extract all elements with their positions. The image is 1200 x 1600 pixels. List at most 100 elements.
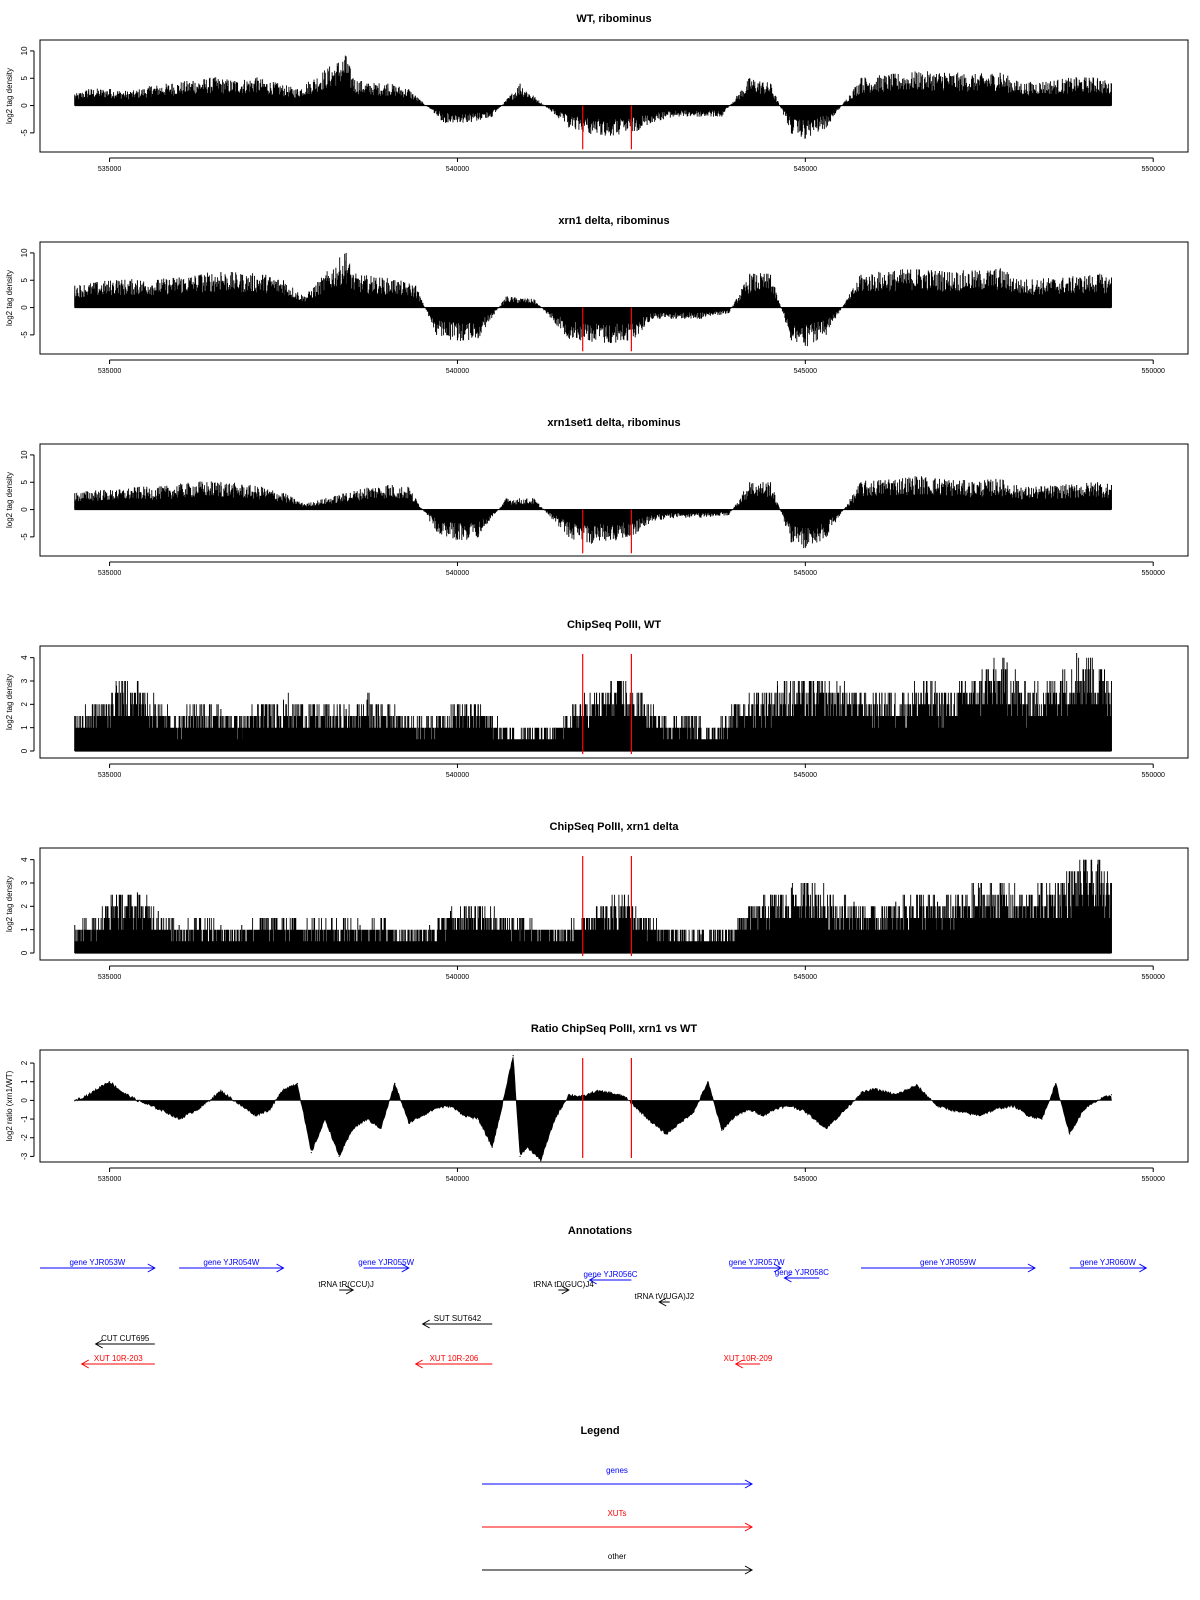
xut-annotation: XUT 10R-209 [724, 1354, 773, 1369]
other-annotation: CUT CUT695 [94, 1334, 155, 1349]
gene-annotation: gene YJR055W [358, 1258, 415, 1273]
y-tick-label: 10 [20, 248, 29, 257]
data-point [512, 1055, 514, 1057]
arrow-head [276, 1263, 285, 1273]
plot-frame [39, 39, 1189, 153]
arrow-head [94, 1339, 103, 1349]
arrow-head [734, 1359, 744, 1369]
x-tick-label: 545000 [794, 570, 817, 577]
data-point [422, 1114, 424, 1116]
y-tick-label: 5 [20, 75, 29, 80]
gene-annotation: gene YJR060W [1069, 1258, 1148, 1273]
y-tick-label: 0 [20, 748, 29, 753]
data-point [790, 1105, 793, 1107]
y-tick-label: 0 [20, 507, 29, 512]
data-point [519, 1155, 521, 1157]
x-tick-label: 545000 [794, 1176, 817, 1183]
data-point [916, 1084, 918, 1087]
other-annotation: SUT SUT642 [421, 1314, 493, 1329]
y-tick-label: -3 [20, 1152, 29, 1160]
x-tick-label: 550000 [1142, 368, 1165, 375]
y-tick-label: 3 [20, 880, 29, 885]
x-tick-label: 540000 [446, 1176, 469, 1183]
data-point [874, 1088, 876, 1090]
x-tick-label: 535000 [98, 166, 121, 173]
x-tick-label: 540000 [446, 570, 469, 577]
data-point [623, 1096, 626, 1098]
arrow-head [783, 1273, 792, 1283]
data-point [804, 1111, 806, 1113]
arrow-head [561, 1285, 570, 1295]
arrow-head [421, 1319, 430, 1329]
y-tick-label: -5 [20, 331, 29, 339]
data-point [338, 1155, 340, 1157]
y-tick-label: -2 [20, 1134, 29, 1142]
y-tick-label: 1 [20, 725, 29, 730]
legend-label: genes [606, 1466, 628, 1475]
arrow-head [80, 1359, 89, 1369]
annotations-track: Annotations gene YJR053W gene YJR054W gene… [40, 1225, 1148, 1369]
data-point [825, 1127, 827, 1129]
density-bars [74, 253, 1112, 347]
arrow-head [773, 1263, 782, 1273]
panel-title: xrn1set1 delta, ribominus [547, 417, 680, 429]
gene-annotation: gene YJR059W [860, 1258, 1036, 1273]
density-bars [74, 657, 1112, 751]
data-point [978, 1114, 980, 1116]
data-point [1027, 1114, 1029, 1116]
legend-label: XUTs [607, 1509, 626, 1518]
plot-frame [39, 847, 1189, 961]
other-label: tRNA tV(UGA)J2 [635, 1292, 695, 1301]
other-label: SUT SUT642 [434, 1314, 482, 1323]
gene-annotation: gene YJR057W [729, 1258, 785, 1273]
data-point [178, 1118, 180, 1120]
panel-title: xrn1 delta, ribominus [558, 215, 669, 227]
y-tick-label: -5 [20, 533, 29, 541]
x-tick-label: 550000 [1142, 772, 1165, 779]
legend-item: XUTs [482, 1509, 754, 1532]
x-tick-label: 550000 [1142, 1176, 1165, 1183]
data-point [491, 1146, 493, 1148]
data-point [1055, 1083, 1057, 1085]
data-point [310, 1152, 312, 1154]
other-label: tRNA tR(CCU)J [318, 1280, 374, 1289]
x-tick-label: 550000 [1142, 166, 1165, 173]
data-point [199, 1107, 201, 1109]
y-axis-label: log2 tag density [5, 472, 14, 528]
arrow-head [401, 1263, 410, 1273]
data-point [596, 1090, 598, 1092]
data-point [255, 1114, 257, 1116]
xut-label: XUT 10R-206 [430, 1354, 479, 1363]
plot-frame [39, 1049, 1189, 1163]
gene-label: gene YJR056C [583, 1270, 637, 1279]
x-tick-label: 535000 [98, 772, 121, 779]
x-tick-label: 540000 [446, 974, 469, 981]
data-point [554, 1118, 556, 1120]
legend-item: other [482, 1552, 754, 1575]
data-point [394, 1083, 396, 1085]
arrow-head [147, 1263, 156, 1273]
data-point [150, 1105, 152, 1107]
x-tick-label: 535000 [98, 1176, 121, 1183]
data-point [296, 1083, 299, 1085]
data-point [88, 1094, 90, 1096]
y-tick-label: 0 [20, 305, 29, 310]
data-point [282, 1088, 285, 1090]
data-point [568, 1094, 570, 1096]
data-point [498, 1118, 500, 1120]
ratio-area [74, 1056, 1112, 1162]
data-point [463, 1114, 466, 1116]
annotations-title: Annotations [568, 1225, 632, 1237]
chart-panel: WT, ribominus log2 tag density -5 0 5 10 53500… [5, 13, 1189, 173]
arrow-head [744, 1565, 754, 1575]
gene-label: gene YJR057W [729, 1258, 785, 1267]
arrow-head [588, 1275, 597, 1285]
data-point [269, 1109, 271, 1111]
y-tick-label: 10 [20, 450, 29, 459]
data-point [1069, 1133, 1071, 1135]
data-point [651, 1122, 653, 1124]
x-tick-label: 545000 [794, 166, 817, 173]
y-tick-label: 5 [20, 479, 29, 484]
data-point [122, 1092, 125, 1094]
y-tick-label: -1 [20, 1115, 29, 1123]
